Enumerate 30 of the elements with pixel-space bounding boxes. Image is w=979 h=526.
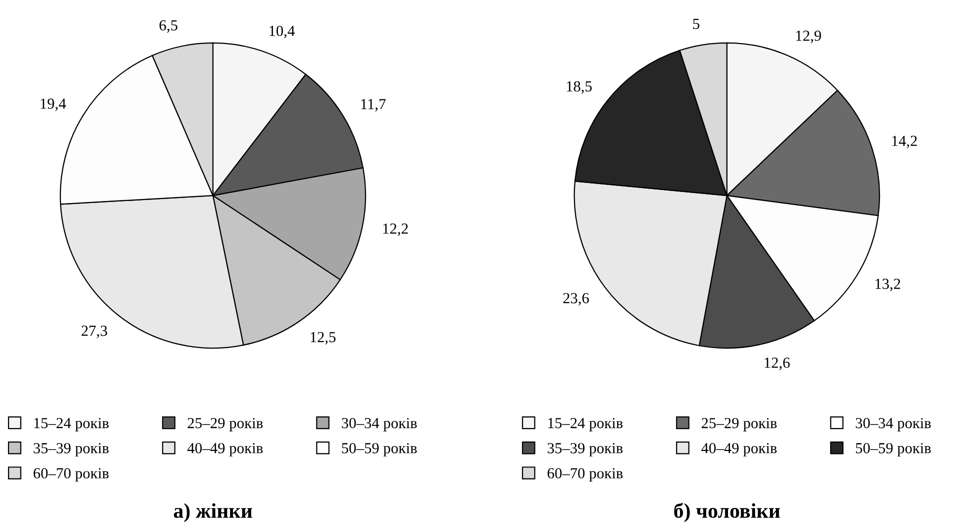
legend-label: 60–70 років [548, 468, 623, 482]
legend-label: 40–49 років [187, 443, 263, 456]
legend-label: 15–24 років [548, 418, 623, 432]
legend-label: 40–49 років [701, 443, 777, 456]
data-label: 19,4 [40, 98, 66, 111]
data-label: 13,2 [876, 278, 900, 292]
data-label: 11,7 [361, 99, 386, 112]
legend-label: 50–59 років [856, 443, 931, 456]
data-label: 5 [693, 18, 700, 30]
data-label: 18,5 [566, 81, 592, 94]
data-label: 6,5 [160, 20, 178, 33]
legend-label: 30–34 років [342, 418, 417, 432]
data-label: 12,5 [310, 332, 336, 344]
legend-label: 50–59 років [342, 443, 417, 456]
data-label: 12,6 [764, 358, 790, 370]
text: а) жінки [174, 503, 252, 522]
data-label: 27,3 [82, 326, 108, 338]
legend-label: 35–39 років [548, 443, 623, 456]
text: б) чоловіки [674, 502, 780, 522]
data-label: 10,4 [270, 26, 295, 38]
data-label: 14,2 [892, 136, 917, 148]
legend-label: 35–39 років [34, 443, 109, 456]
data-label: 12,9 [796, 30, 822, 44]
legend-label: 25–29 років [702, 418, 777, 432]
data-label: 12,2 [383, 224, 408, 236]
legend-label: 25–29 років [188, 418, 263, 432]
legend-label: 60–70 років [34, 468, 109, 482]
data-label: 23,6 [563, 293, 589, 306]
legend-label: 15–24 років [34, 418, 109, 432]
legend-label: 30–34 років [856, 418, 931, 432]
